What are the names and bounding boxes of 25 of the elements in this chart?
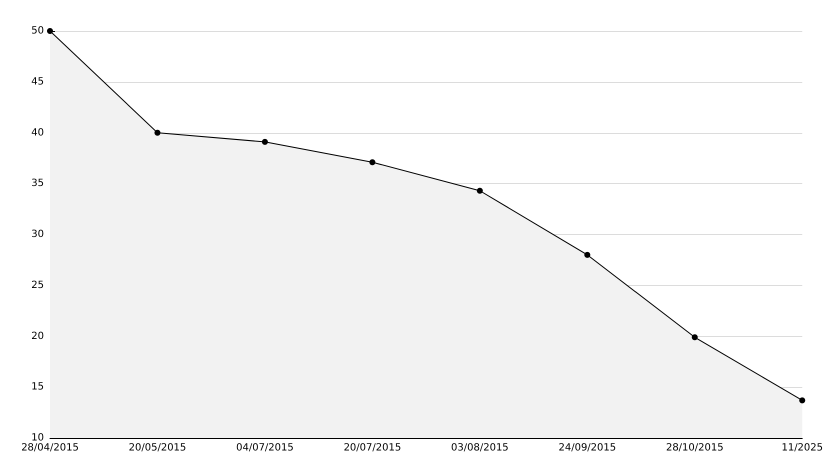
x-tick-label: 24/09/2015 <box>558 442 616 454</box>
y-tick-label: 45 <box>31 76 44 88</box>
y-tick-label: 35 <box>31 178 44 190</box>
y-tick-label: 10 <box>31 432 44 444</box>
point <box>584 252 590 258</box>
point <box>154 130 160 136</box>
point <box>369 159 376 166</box>
x-tick-label: 20/07/2015 <box>344 442 402 454</box>
point <box>262 138 268 145</box>
x-tick-label: 20/05/2015 <box>128 442 186 454</box>
x-tick-label: 28/04/2015 <box>21 442 79 454</box>
y-tick-label: 15 <box>31 382 44 393</box>
x-tick-label: 11/2025 <box>781 442 823 454</box>
x-tick-label: 03/08/2015 <box>451 442 509 454</box>
point <box>47 28 53 34</box>
y-tick-label: 20 <box>31 330 44 342</box>
x-tick-label: 04/07/2015 <box>236 442 294 454</box>
y-tick-label: 50 <box>31 26 44 36</box>
y-tick-label: 40 <box>31 127 44 138</box>
y-tick-label: 30 <box>31 229 44 240</box>
y-tick-label: 25 <box>31 280 44 291</box>
x-tick-label: 28/10/2015 <box>666 442 724 454</box>
point <box>692 334 698 340</box>
point <box>799 397 806 404</box>
point <box>476 188 483 194</box>
